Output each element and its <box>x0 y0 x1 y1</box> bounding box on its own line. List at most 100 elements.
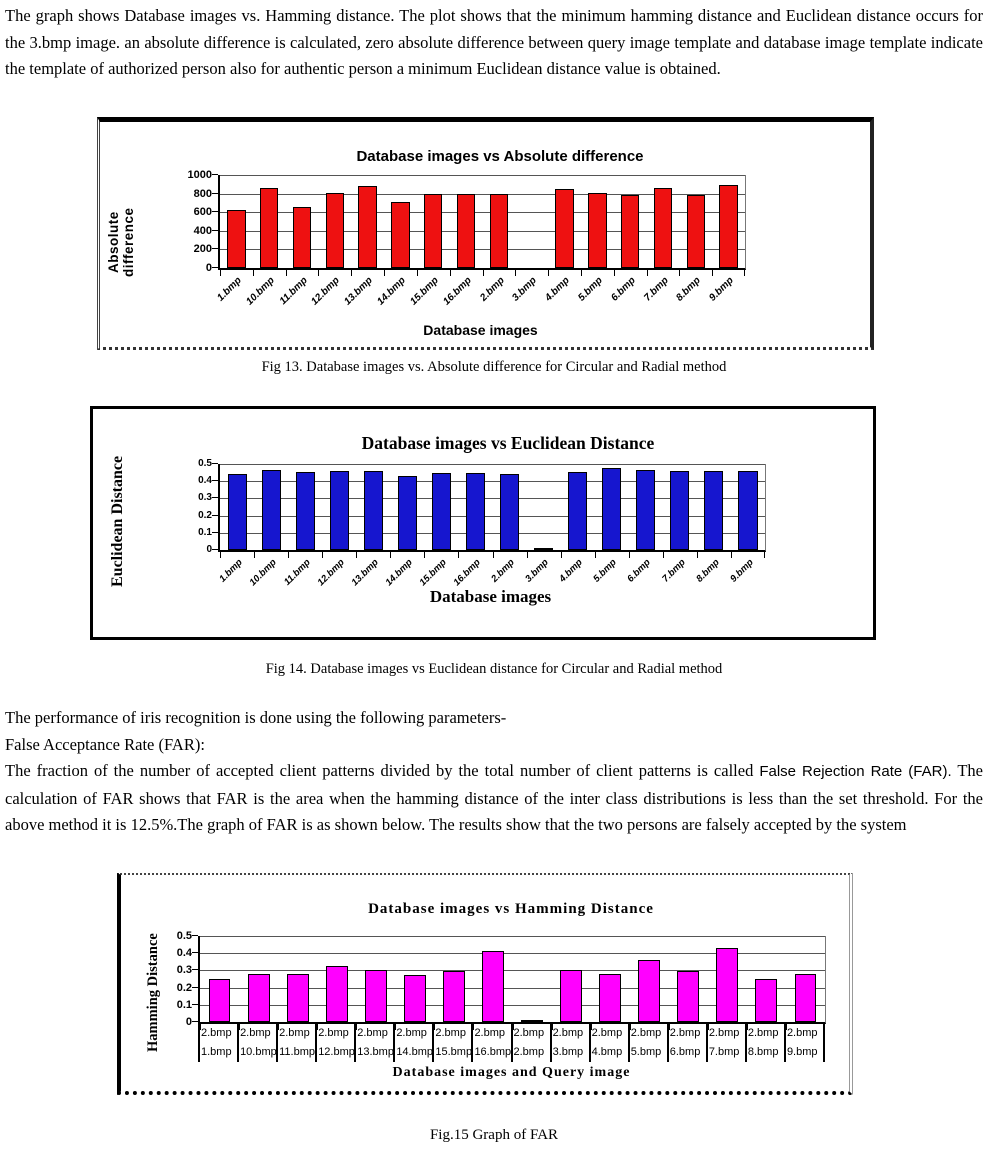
x-tick-mark <box>288 552 290 558</box>
y-tick-label: 0.5 <box>198 458 212 469</box>
label-cell: 2.bmp 8.bmp <box>747 1024 786 1062</box>
bar-slot <box>288 471 322 550</box>
bar <box>208 979 231 1022</box>
y-tick-mark <box>212 229 218 231</box>
y-tick-mark <box>192 986 198 988</box>
bar <box>424 193 443 268</box>
bar <box>719 185 738 268</box>
database-image-label: 14.bmp <box>396 1045 434 1058</box>
x-tick-mark <box>560 552 562 558</box>
bar <box>247 973 270 1022</box>
y-tick-mark <box>212 497 218 499</box>
y-tick-mark <box>212 192 218 194</box>
x-tick-mark <box>390 552 392 558</box>
bar-slot <box>527 548 561 550</box>
gridline <box>200 936 825 937</box>
label-cell: 2.bmp 7.bmp <box>708 1024 747 1062</box>
y-tick-label: 0.3 <box>176 964 192 977</box>
bar-slot <box>647 187 680 268</box>
bar-slot <box>220 210 253 268</box>
y-tick-label: 0.2 <box>176 981 192 994</box>
bar <box>755 979 778 1022</box>
bar-slot <box>483 193 516 268</box>
bar <box>670 470 690 550</box>
bar <box>364 969 387 1022</box>
y-tick-mark <box>192 1021 198 1022</box>
bar <box>397 476 417 550</box>
label-cell: 2.bmp 4.bmp <box>591 1024 630 1062</box>
x-tick-mark <box>590 1024 592 1030</box>
bar <box>261 470 281 550</box>
database-image-label: 9.bmp <box>786 1045 818 1058</box>
gridline <box>220 515 765 517</box>
x-tick-mark <box>220 270 221 276</box>
bar <box>568 471 588 550</box>
chart-title: Database images vs Euclidean Distance <box>361 433 655 453</box>
bar <box>295 471 315 550</box>
y-tick-label: 800 <box>193 187 212 200</box>
plot-area <box>212 463 766 558</box>
figure-absolute-difference-chart: Database images vs Absolute difference A… <box>97 117 874 350</box>
bar <box>677 971 700 1022</box>
database-image-label: 16.bmp <box>474 1045 512 1058</box>
query-image-label: 2.bmp <box>513 1027 545 1039</box>
x-tick-mark <box>646 270 648 276</box>
bar-slot <box>424 473 458 550</box>
x-tick-mark <box>668 1024 670 1030</box>
query-image-label: 2.bmp <box>552 1027 584 1039</box>
query-image-label: 2.bmp <box>747 1027 779 1039</box>
y-tick-label: 0 <box>185 1016 192 1028</box>
x-tick-mark <box>580 270 582 276</box>
x-tick-mark <box>492 552 494 558</box>
paragraph-text: The fraction of the number of accepted c… <box>5 761 760 780</box>
gridline <box>200 970 825 972</box>
figure-15-caption: Fig.15 Graph of FAR <box>429 1127 559 1143</box>
bar-slot <box>552 969 591 1022</box>
database-image-label: 12.bmp <box>318 1045 355 1058</box>
x-tick-mark <box>384 270 386 276</box>
x-tick-mark <box>285 270 287 276</box>
bar <box>363 470 383 550</box>
gridline <box>200 987 825 989</box>
x-tick-mark <box>613 270 615 276</box>
query-image-label: 2.bmp <box>279 1027 310 1039</box>
x-tick-mark <box>764 552 765 558</box>
y-tick-label: 0.1 <box>198 526 212 538</box>
database-image-label: 7.bmp <box>708 1045 740 1058</box>
figure-13-caption: Fig 13. Database images vs. Absolute dif… <box>261 359 727 375</box>
gridline <box>220 193 745 195</box>
bar-slot <box>254 470 288 550</box>
bar-slot <box>220 474 254 550</box>
bar <box>638 960 661 1022</box>
gridline <box>200 1004 825 1006</box>
y-axis-label: Absolute difference <box>106 207 136 277</box>
database-image-label: 11.bmp <box>279 1045 315 1058</box>
bar-slot <box>786 973 825 1022</box>
y-axis-ticks: 0 200 400 600 800 1000 <box>168 169 212 274</box>
label-cell: 2.bmp 15.bmp <box>434 1024 474 1062</box>
bar <box>653 187 673 268</box>
x-tick-mark <box>629 1024 631 1030</box>
y-tick-label: 0.2 <box>198 509 212 521</box>
bar-slot <box>200 979 239 1022</box>
y-tick-mark <box>212 514 218 516</box>
x-tick-mark <box>712 270 714 276</box>
bar-slot <box>278 973 317 1022</box>
bar <box>738 470 758 550</box>
bar-slot <box>679 194 712 268</box>
bar-slot <box>390 476 424 550</box>
x-tick-mark <box>356 1024 358 1030</box>
bar <box>456 193 476 268</box>
x-tick-mark <box>746 1024 748 1030</box>
label-cell: 2.bmp 13.bmp <box>356 1024 396 1062</box>
y-tick-mark <box>212 463 218 464</box>
label-cell: 2.bmp 5.bmp <box>630 1024 669 1062</box>
database-image-label: 15.bmp <box>435 1045 473 1058</box>
x-tick-mark <box>220 552 221 558</box>
bar <box>555 188 574 268</box>
x-tick-mark <box>551 1024 553 1030</box>
y-axis-ticks: 0 0.1 0.2 0.3 0.4 0.5 <box>152 930 192 1028</box>
y-tick-mark <box>212 480 218 482</box>
figure-14-caption: Fig 14. Database images vs Euclidean dis… <box>265 661 723 677</box>
label-cell: 2.bmp 9.bmp <box>786 1024 825 1062</box>
